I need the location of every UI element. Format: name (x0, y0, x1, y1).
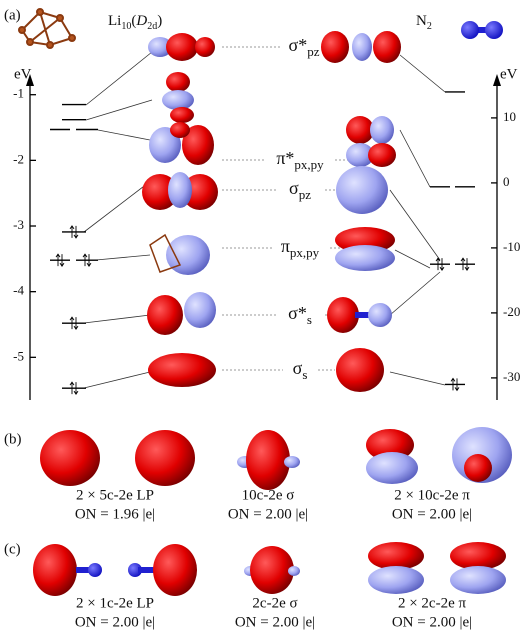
orbital-main: π* (276, 148, 294, 168)
caption: 2 × 10c-2e π (394, 487, 470, 503)
tick-label: -10 (503, 239, 520, 254)
axis-label: eV (14, 66, 32, 82)
caption: 2 × 5c-2e LP (76, 487, 154, 503)
orbital-main: π (281, 236, 290, 256)
tick-label: -4 (13, 283, 24, 298)
orbital-label: π*px,py (276, 148, 324, 172)
electron-pair (69, 225, 79, 239)
caption: 2 × 2c-2e π (398, 595, 467, 611)
orbital-main: σ* (288, 303, 307, 323)
orbital-main: σ (293, 358, 303, 378)
orbital-sub: s (302, 367, 307, 382)
t: 2 (427, 21, 432, 32)
orbital-label: σs (293, 358, 308, 382)
orbital-main: σ* (289, 35, 308, 55)
caption: 10c-2e σ (242, 487, 295, 503)
tick-label: -1 (13, 86, 24, 101)
orbital-sub: s (307, 312, 312, 327)
caption: ON = 2.00 |e| (392, 506, 472, 522)
orbital-main: σ (289, 178, 299, 198)
li-cluster-icon (18, 8, 76, 49)
orbital-sub: px,py (290, 245, 320, 260)
caption: ON = 2.00 |e| (228, 506, 308, 522)
t: D (135, 13, 147, 29)
caption: ON = 2.00 |e| (75, 614, 155, 630)
tick-label: -3 (13, 217, 24, 232)
axis-arrow (493, 74, 501, 86)
caption: ON = 1.96 |e| (75, 506, 155, 522)
panel-label: (a) (4, 7, 21, 23)
axis-label: eV (500, 66, 518, 82)
orbital-label: σ*s (288, 303, 312, 327)
electron-pair (69, 381, 79, 395)
panel-label: (c) (4, 541, 21, 557)
t: ( (131, 13, 136, 29)
t: Li (108, 13, 121, 29)
caption: ON = 2.00 |e| (392, 614, 472, 630)
electron-pair (460, 257, 470, 271)
electron-pair (450, 377, 460, 392)
tick-label: 0 (503, 174, 510, 189)
caption: ON = 2.00 |e| (235, 614, 315, 630)
tick-label: -20 (503, 304, 520, 319)
orbital-images (33, 31, 512, 596)
tick-label: -2 (13, 151, 24, 166)
orbital-label: σpz (289, 178, 311, 202)
n2-icon (461, 21, 503, 39)
t: ) (157, 13, 162, 29)
orbital-sub: px,py (294, 157, 324, 172)
orbital-sub: pz (299, 187, 312, 202)
t: 2d (147, 21, 157, 32)
tick-label: 10 (503, 109, 516, 124)
tick-label: -30 (503, 369, 520, 384)
orbital-label: σ*pz (289, 35, 320, 59)
electron-pair (55, 253, 65, 267)
caption: 2c-2e σ (252, 595, 297, 611)
orbital-label: πpx,py (281, 236, 320, 260)
t: N (416, 13, 427, 29)
orbital-sub: pz (307, 44, 320, 59)
electron-pair (435, 257, 445, 271)
tick-label: -5 (13, 348, 24, 363)
panel-label: (b) (4, 431, 22, 447)
axis-arrow (26, 74, 34, 86)
caption: 2 × 1c-2e LP (76, 595, 154, 611)
li-title: Li10(D2d) (108, 13, 162, 32)
n2-title: N2 (416, 13, 432, 32)
t: 10 (121, 21, 131, 32)
electron-pair (69, 316, 79, 330)
connectors (83, 46, 446, 389)
electron-pair (82, 253, 92, 267)
